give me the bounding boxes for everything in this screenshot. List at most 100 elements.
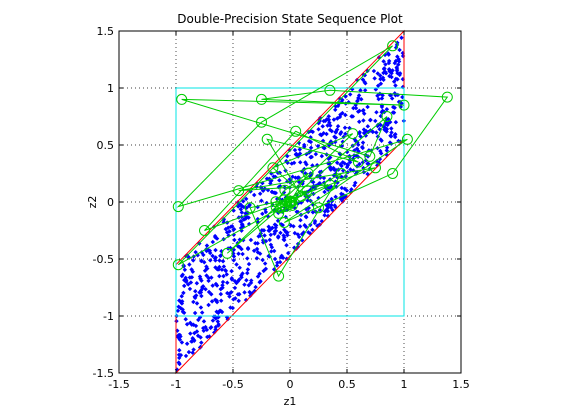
state-point	[196, 317, 201, 323]
state-point	[183, 279, 189, 284]
state-point	[245, 256, 250, 261]
state-point	[259, 198, 264, 203]
state-point	[373, 118, 378, 124]
state-point	[393, 119, 399, 125]
state-point	[375, 83, 381, 88]
state-point	[221, 273, 226, 279]
trajectory-marker	[381, 111, 393, 122]
state-point	[311, 179, 316, 185]
state-point	[370, 129, 376, 135]
y-axis-label: z2	[86, 196, 99, 209]
state-point	[181, 290, 186, 296]
trajectory-marker	[261, 133, 273, 145]
state-point	[297, 224, 303, 229]
state-point	[268, 232, 273, 238]
state-point	[391, 104, 396, 110]
state-point	[360, 77, 366, 82]
state-point	[278, 255, 284, 260]
trajectory-marker	[172, 259, 184, 271]
state-point	[290, 174, 295, 179]
state-point	[257, 251, 263, 256]
state-point	[269, 189, 275, 195]
state-point	[335, 103, 341, 109]
state-point	[298, 160, 303, 165]
state-point	[178, 352, 184, 358]
state-point	[292, 230, 298, 236]
state-point	[321, 130, 326, 136]
state-point	[253, 241, 258, 246]
state-point	[238, 219, 244, 224]
state-point	[178, 334, 183, 339]
state-point	[257, 271, 262, 276]
state-point	[322, 145, 327, 151]
state-point	[220, 283, 225, 288]
state-point	[234, 262, 239, 267]
state-point	[240, 199, 246, 204]
state-point	[392, 134, 398, 140]
state-point	[332, 167, 337, 173]
state-point	[387, 67, 392, 73]
state-point	[209, 292, 214, 297]
state-point	[177, 361, 182, 367]
state-point	[343, 112, 348, 118]
state-point	[357, 130, 362, 135]
state-point	[267, 226, 273, 232]
state-point	[327, 127, 333, 133]
state-point	[319, 132, 324, 138]
state-point	[365, 124, 371, 129]
state-point	[187, 262, 192, 267]
trajectory-marker	[199, 225, 210, 236]
state-point	[340, 160, 345, 165]
state-point	[180, 272, 185, 277]
state-point	[184, 322, 190, 327]
y-tick-label: -1.5	[93, 367, 114, 380]
state-point	[200, 284, 206, 289]
state-point	[183, 275, 188, 281]
state-point	[238, 202, 243, 207]
state-point	[177, 348, 182, 353]
state-point	[204, 243, 210, 248]
state-point	[384, 145, 390, 150]
state-point	[377, 73, 383, 78]
state-point	[354, 146, 360, 151]
state-point	[297, 151, 303, 156]
state-point	[190, 336, 195, 341]
state-point	[240, 271, 245, 276]
state-point	[304, 151, 309, 157]
state-point	[246, 261, 252, 267]
state-point	[291, 224, 296, 229]
state-point	[361, 130, 367, 136]
trajectory-marker	[290, 125, 302, 137]
state-point	[243, 196, 249, 202]
state-point	[397, 47, 402, 53]
state-point	[260, 211, 265, 217]
state-point	[362, 79, 367, 85]
state-point	[213, 255, 218, 260]
state-point	[245, 267, 251, 272]
state-point	[310, 163, 315, 168]
state-point	[193, 249, 198, 255]
trajectory-marker	[441, 91, 453, 103]
x-tick-label: -1.5	[108, 378, 129, 391]
unit-square-outline	[175, 87, 405, 317]
state-point	[347, 160, 353, 165]
state-point	[257, 280, 262, 285]
state-point	[342, 125, 348, 131]
state-point	[272, 231, 277, 236]
state-point	[192, 295, 198, 301]
state-point	[308, 155, 313, 160]
state-point	[237, 244, 242, 250]
state-point	[374, 110, 379, 115]
trajectory-marker	[352, 156, 364, 168]
state-point	[199, 340, 204, 345]
state-point	[389, 126, 394, 131]
state-point	[218, 291, 224, 297]
state-point	[362, 88, 368, 93]
state-point	[187, 275, 193, 280]
state-point	[365, 161, 370, 166]
state-point	[356, 93, 362, 98]
state-point	[365, 104, 370, 110]
state-point	[320, 124, 325, 129]
state-point	[191, 258, 196, 263]
state-point	[216, 323, 221, 328]
